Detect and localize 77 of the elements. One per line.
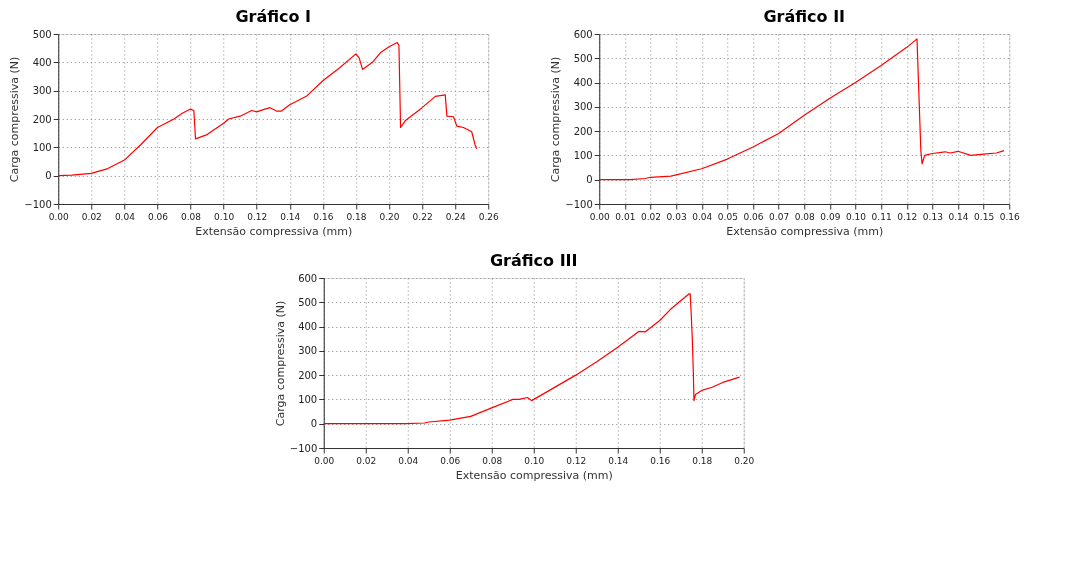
chart-title: Gráfico III xyxy=(489,251,578,270)
x-tick-label: 0.10 xyxy=(524,455,545,466)
x-tick-label: 0.00 xyxy=(589,211,611,222)
x-tick-label: 0.12 xyxy=(897,211,918,222)
x-tick-label: 0.10 xyxy=(214,211,235,222)
y-tick-label: 300 xyxy=(298,345,318,357)
x-tick-label: 0.02 xyxy=(81,211,102,222)
chart-title: Gráfico II xyxy=(763,7,846,26)
x-tick-label: 0.14 xyxy=(608,455,629,466)
x-tick-label: 0.12 xyxy=(247,211,268,222)
x-tick-label: 0.03 xyxy=(666,211,687,222)
y-axis-title: Carga compressiva (N) xyxy=(273,300,287,427)
x-tick-label: 0.18 xyxy=(346,211,367,222)
x-tick-label: 0.16 xyxy=(650,455,671,466)
y-tick-label: 400 xyxy=(573,77,593,89)
x-tick-label: 0.06 xyxy=(743,211,764,222)
y-tick-label: 500 xyxy=(573,52,593,64)
x-tick-label: 0.07 xyxy=(769,211,790,222)
x-tick-label: 0.10 xyxy=(845,211,867,222)
x-tick-label: 0.09 xyxy=(820,211,841,222)
y-tick-label: 100 xyxy=(573,149,593,161)
x-tick-label: 0.13 xyxy=(922,211,943,222)
x-tick-label: 0.06 xyxy=(147,211,169,222)
y-tick-label: −100 xyxy=(24,198,52,210)
x-tick-label: 0.08 xyxy=(181,211,202,222)
x-tick-label: 0.08 xyxy=(794,211,816,222)
chart-title: Gráfico I xyxy=(235,7,312,26)
x-tick-label: 0.20 xyxy=(379,211,400,222)
line-series xyxy=(598,38,1005,181)
x-tick-label: 0.02 xyxy=(356,455,377,466)
x-tick-label: 0.01 xyxy=(615,211,636,222)
y-axis-title: Carga compressiva (N) xyxy=(549,56,563,183)
line-series xyxy=(323,293,741,425)
y-tick-label: −100 xyxy=(289,442,318,454)
x-tick-label: 0.18 xyxy=(692,455,713,466)
x-tick-label: 0.11 xyxy=(871,211,892,222)
y-tick-label: 400 xyxy=(32,56,52,68)
line-series xyxy=(57,41,478,177)
x-tick-label: 0.16 xyxy=(313,211,334,222)
x-tick-label: 0.08 xyxy=(482,455,503,466)
y-axis-title: Carga compressiva (N) xyxy=(8,56,22,183)
y-tick-label: −100 xyxy=(565,198,593,210)
x-tick-label: 0.06 xyxy=(440,455,461,466)
x-tick-label: 0.24 xyxy=(445,211,466,222)
x-tick-label: 0.04 xyxy=(114,211,136,222)
x-tick-label: 0.05 xyxy=(717,211,738,222)
y-tick-label: 100 xyxy=(32,141,52,153)
x-tick-label: 0.00 xyxy=(314,455,335,466)
y-tick-label: 300 xyxy=(32,85,52,97)
y-tick-label: 0 xyxy=(586,174,593,186)
y-tick-label: 200 xyxy=(32,113,52,125)
y-tick-label: 500 xyxy=(298,296,318,308)
y-tick-label: 600 xyxy=(298,272,318,284)
y-tick-label: 400 xyxy=(298,321,318,333)
x-axis-title: Extensão compressiva (mm) xyxy=(455,468,613,482)
x-axis-title: Extensão compressiva (mm) xyxy=(195,224,353,238)
x-tick-label: 0.04 xyxy=(398,455,419,466)
x-tick-label: 0.26 xyxy=(478,211,500,222)
x-tick-label: 0.14 xyxy=(280,211,301,222)
x-axis-title: Extensão compressiva (mm) xyxy=(726,224,884,238)
y-tick-label: 0 xyxy=(310,418,318,430)
y-tick-label: 0 xyxy=(45,170,52,182)
x-tick-label: 0.14 xyxy=(948,211,969,222)
y-tick-label: 200 xyxy=(573,125,593,137)
x-tick-label: 0.15 xyxy=(974,211,995,222)
x-tick-label: 0.00 xyxy=(48,211,70,222)
y-tick-label: 100 xyxy=(298,393,318,405)
y-tick-label: 200 xyxy=(298,369,318,381)
y-tick-label: 300 xyxy=(573,101,593,113)
x-tick-label: 0.12 xyxy=(566,455,587,466)
x-tick-label: 0.20 xyxy=(734,455,755,466)
y-tick-label: 500 xyxy=(32,28,52,40)
x-tick-label: 0.22 xyxy=(412,211,433,222)
x-tick-label: 0.04 xyxy=(692,211,713,222)
x-tick-label: 0.02 xyxy=(640,211,662,222)
y-tick-label: 600 xyxy=(573,28,593,40)
x-tick-label: 0.16 xyxy=(999,211,1021,222)
